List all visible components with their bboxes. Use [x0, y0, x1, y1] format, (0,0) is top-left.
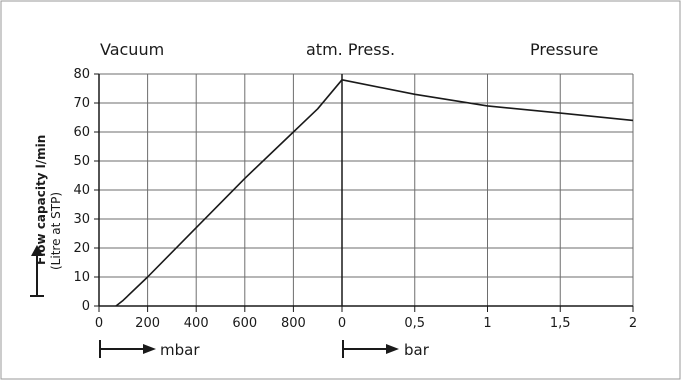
y-tick-label: 40	[73, 183, 90, 198]
y-tick-labels: 0 10 20 30 40 50 60 70 80	[73, 67, 90, 314]
plot-axes	[94, 73, 634, 312]
y-tick-label: 30	[73, 212, 90, 227]
region-label-atm-press: atm. Press.	[306, 40, 395, 59]
flow-curves	[115, 79, 634, 307]
x-tick-label-vacuum: 0	[95, 316, 103, 331]
x-tick-label-vacuum: 200	[135, 316, 160, 331]
y-axis-subtitle: (Litre at STP)	[49, 192, 63, 270]
flow-curve-pressure	[341, 79, 634, 122]
y-tick-label: 70	[73, 96, 90, 111]
x-tick-label-pressure: 0,5	[404, 316, 425, 331]
y-direction-arrow-icon	[30, 245, 44, 297]
x-tick-labels: 0 200 400 600 800 0 0,5 1 1,5 2	[95, 316, 637, 331]
vacuum-unit-label: mbar	[160, 341, 200, 359]
x-tick-label-vacuum: 400	[184, 316, 209, 331]
y-tick-label: 50	[73, 154, 90, 169]
region-label-vacuum: Vacuum	[100, 40, 164, 59]
y-tick-label: 60	[73, 125, 90, 140]
y-tick-label: 0	[82, 299, 90, 314]
x-tick-label-vacuum: 800	[281, 316, 306, 331]
y-tick-label: 10	[73, 270, 90, 285]
mbar-direction-arrow-icon	[99, 340, 156, 358]
x-tick-label-pressure: 1,5	[550, 316, 571, 331]
x-tick-label-pressure: 1	[483, 316, 491, 331]
x-tick-label-pressure: 2	[629, 316, 637, 331]
flow-curve-vacuum	[115, 79, 343, 307]
y-axis-title: Flow capacity l/min	[34, 135, 48, 265]
y-tick-label: 80	[73, 67, 90, 82]
x-tick-label-vacuum: 0	[338, 316, 346, 331]
bar-direction-arrow-icon	[342, 340, 399, 358]
y-tick-label: 20	[73, 241, 90, 256]
pressure-unit-label: bar	[404, 341, 430, 359]
region-label-pressure: Pressure	[530, 40, 598, 59]
x-tick-label-vacuum: 600	[232, 316, 257, 331]
